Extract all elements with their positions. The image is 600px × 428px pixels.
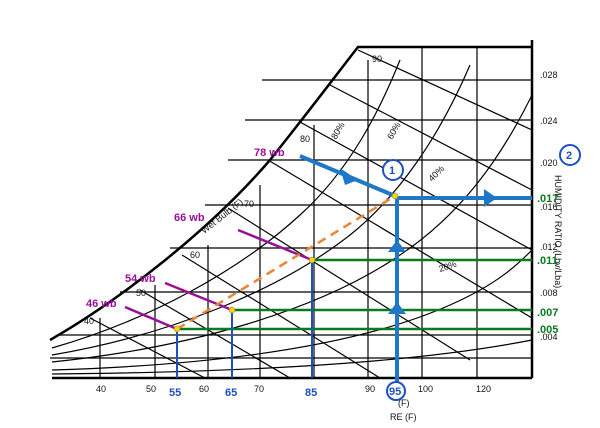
x-tick-labels: 40 50 60 70 90 100 120	[96, 384, 491, 394]
y-tick: .012	[540, 242, 558, 252]
wb-marker: 46 wb	[86, 298, 117, 310]
wb-tick: 70	[244, 199, 254, 209]
y-tick: .024	[540, 116, 558, 126]
dry-bulb-title-fragment: (F)	[398, 398, 410, 408]
wb-tick: 90	[372, 54, 382, 64]
hr-marker: .011	[537, 255, 558, 267]
x-tick: 70	[254, 384, 264, 394]
x-tick: 90	[365, 384, 375, 394]
dry-bulb-marker-labels: 55 65 85 95	[169, 381, 406, 401]
wb-tick: 50	[136, 288, 146, 298]
rh-curves	[51, 59, 533, 375]
wet-bulb-ticks: 40 50 60 70 80 90	[84, 54, 382, 326]
hr-marker: .005	[537, 324, 558, 336]
callout-1: 1	[382, 159, 404, 181]
y-tick: .016	[540, 202, 558, 212]
wb-tick: 80	[300, 134, 310, 144]
svg-text:1: 1	[389, 165, 395, 177]
arrowheads	[340, 168, 497, 314]
wb-marker: 78 wb	[254, 147, 285, 159]
arrow-icon	[388, 240, 406, 252]
y-tick: .008	[540, 288, 558, 298]
db-marker-ring	[386, 381, 406, 401]
blue-process-lines	[299, 154, 532, 385]
x-tick: 100	[418, 384, 433, 394]
dry-bulb-title-fragment2: RE (F)	[390, 412, 417, 422]
humidity-marker-labels: .017 .011 .007 .005	[537, 193, 558, 336]
db-marker: 55	[169, 387, 181, 399]
saturation-curve	[49, 45, 532, 342]
svg-text:2: 2	[566, 150, 572, 162]
green-humidity-lines	[177, 258, 532, 331]
rh-label: 40%	[426, 164, 446, 184]
callout-2: 2	[559, 144, 581, 166]
wb-tick: 40	[84, 316, 94, 326]
db-marker: 85	[305, 387, 317, 399]
y-tick: .028	[540, 70, 558, 80]
y-tick: .020	[540, 158, 558, 168]
x-tick: 40	[96, 384, 106, 394]
arrow-icon	[340, 168, 358, 185]
rh-label: 60%	[385, 120, 403, 141]
arrow-icon	[484, 189, 497, 207]
humidity-grid	[50, 79, 532, 359]
hr-marker: .007	[537, 307, 558, 319]
y-tick-labels: .028 .024 .020 .016 .012 .008 .004	[540, 70, 558, 342]
arrow-icon	[388, 302, 406, 314]
wb-marker: 54 wb	[125, 273, 156, 285]
chart-frame	[49, 40, 534, 380]
wb-marker: 66 wb	[174, 212, 205, 224]
x-tick: 120	[476, 384, 491, 394]
humidity-ratio-title: HUMIDITY RATIO (Lbv/Lba)	[553, 175, 563, 288]
hr-marker: .017	[537, 193, 558, 205]
state-points	[173, 192, 399, 333]
wet-bulb-marker-labels: 78 wb 66 wb 54 wb 46 wb	[86, 147, 285, 310]
y-tick: .004	[540, 332, 558, 342]
mixing-line	[176, 194, 396, 331]
x-tick: 50	[146, 384, 156, 394]
dry-bulb-drop-lines	[176, 260, 313, 378]
rh-label: 80%	[329, 120, 347, 141]
wet-bulb-title: Wet Bulb (F)	[199, 197, 245, 236]
db-marker: 95	[389, 386, 401, 398]
wb-tick: 60	[190, 250, 200, 260]
db-marker: 65	[225, 387, 237, 399]
x-tick: 60	[199, 384, 209, 394]
